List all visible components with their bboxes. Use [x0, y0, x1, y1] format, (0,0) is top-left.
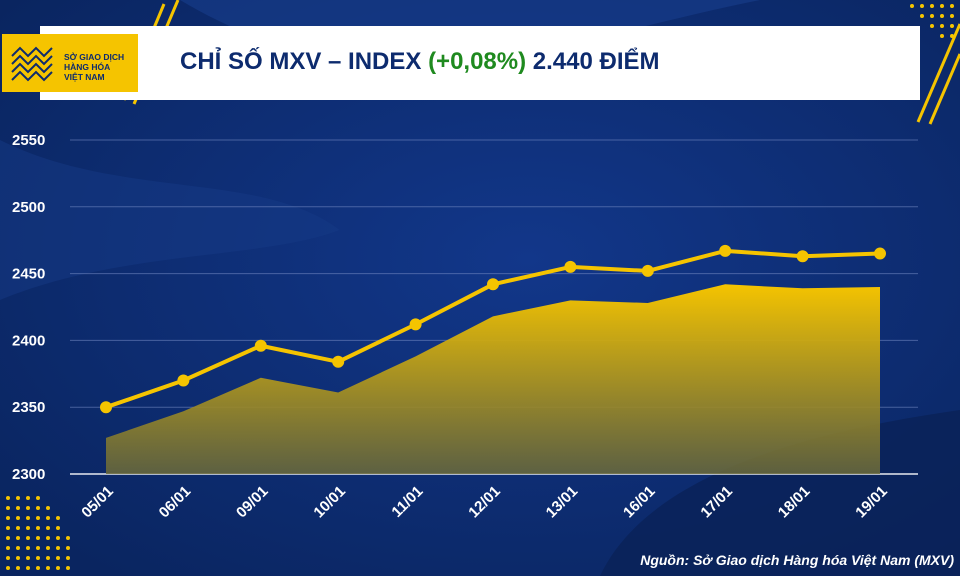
logo-mark-icon — [11, 46, 53, 82]
chart-title: CHỈ SỐ MXV – INDEX (+0,08%) 2.440 ĐIỂM — [180, 42, 900, 82]
logo-line-3: VIỆT NAM — [64, 72, 105, 82]
logo — [2, 34, 138, 92]
y-tick-label-2450: 2450 — [12, 266, 45, 283]
logo-line-1: SỞ GIAO DỊCH — [64, 52, 125, 62]
logo-line-2: HÀNG HÓA — [64, 62, 111, 72]
x-tick-label-17/01: 17/01 — [697, 483, 736, 522]
x-tick-label-19/01: 19/01 — [852, 483, 891, 522]
x-tick-label-09/01: 09/01 — [233, 483, 272, 522]
logo-text: SỞ GIAO DỊCH HÀNG HÓA VIỆT NAM — [64, 52, 144, 82]
x-tick-label-12/01: 12/01 — [465, 483, 504, 522]
y-tick-label-2300: 2300 — [12, 466, 45, 483]
source-note: Nguồn: Sở Giao dịch Hàng hóa Việt Nam (M… — [640, 552, 954, 568]
data-point-17/01 — [719, 244, 732, 257]
y-tick-label-2500: 2500 — [12, 199, 45, 216]
data-point-18/01 — [796, 250, 809, 263]
data-point-10/01 — [332, 355, 345, 368]
x-tick-label-05/01: 05/01 — [78, 483, 117, 522]
data-point-12/01 — [487, 278, 499, 291]
x-tick-label-18/01: 18/01 — [775, 483, 814, 522]
x-tick-label-11/01: 11/01 — [388, 483, 426, 521]
x-tick-label-10/01: 10/01 — [310, 483, 349, 522]
data-point-19/01 — [874, 247, 886, 260]
title-change: (+0,08%) — [428, 48, 527, 75]
x-tick-label-06/01: 06/01 — [156, 483, 195, 522]
data-point-05/01 — [100, 401, 112, 414]
data-point-09/01 — [254, 339, 267, 352]
title-band — [40, 26, 920, 100]
y-tick-label-2400: 2400 — [12, 332, 45, 349]
data-point-06/01 — [177, 374, 190, 387]
y-tick-label-2550: 2550 — [12, 132, 45, 149]
data-point-11/01 — [409, 318, 422, 331]
title-prefix: CHỈ SỐ MXV – INDEX — [180, 48, 429, 75]
y-tick-label-2350: 2350 — [12, 399, 45, 416]
x-tick-label-16/01: 16/01 — [620, 483, 659, 522]
decorative-dots — [6, 4, 954, 570]
title-suffix: 2.440 ĐIỂM — [526, 48, 660, 75]
data-point-16/01 — [641, 264, 654, 277]
area-series-lower — [106, 284, 880, 474]
x-tick-label-13/01: 13/01 — [543, 483, 582, 522]
data-point-13/01 — [564, 260, 577, 273]
